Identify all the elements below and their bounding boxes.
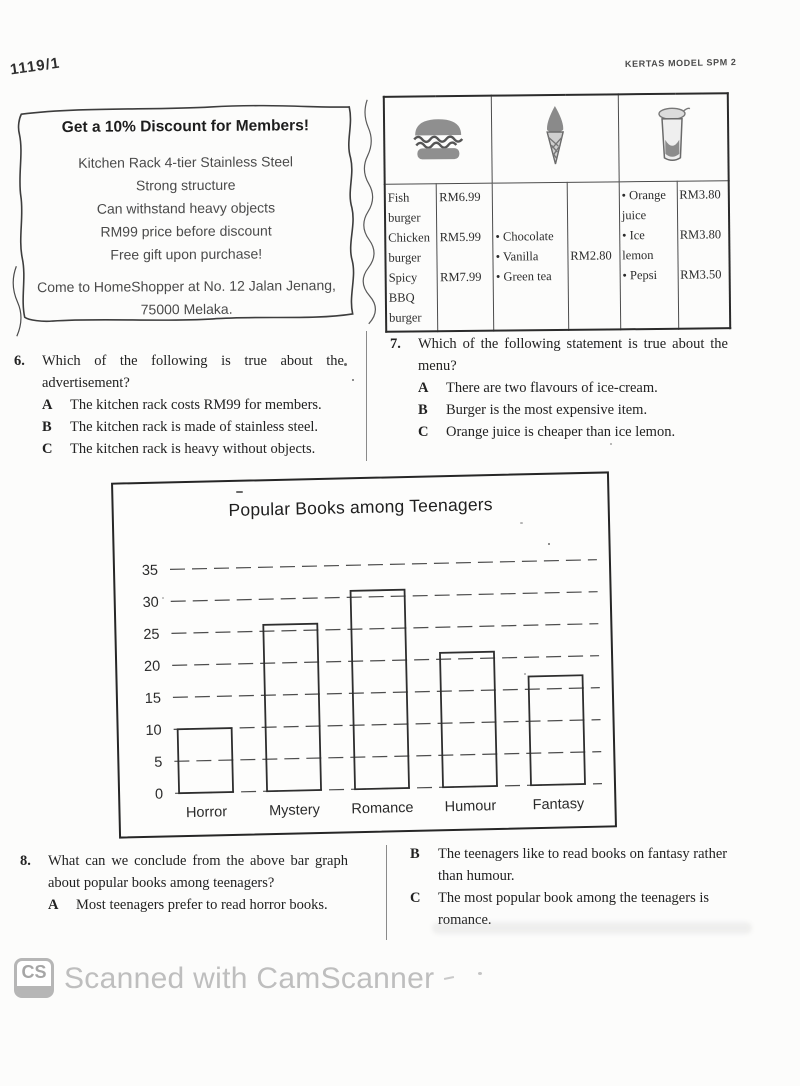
camscanner-logo-icon: CS [14,958,54,998]
question-number: 6. [14,353,25,369]
svg-text:Fantasy: Fantasy [532,796,585,813]
scan-speck [520,522,523,524]
svg-text:30: 30 [142,595,158,611]
bar-chart: Popular Books among Teenagers 0 5 10 15 20 25… [111,471,617,839]
question-text: Which of the following statement is true… [418,336,728,374]
question-7: 7. Which of the following statement is t… [390,333,780,443]
menu-item-price: RM2.80 [570,248,612,263]
menu-item-name: • Vanilla [495,249,539,264]
page-code: 1119/1 [9,54,62,79]
question-8-options-right: B The teenagers like to read books on fa… [382,843,782,931]
svg-text:10: 10 [145,723,161,739]
question-text: Which of the following is true about the… [42,353,344,391]
scan-speck [548,543,550,545]
menu-icecream-price: RM2.80 [567,181,621,330]
menu-item-name: Fish burger [387,190,421,225]
menu-item-name: • Orange juice [621,187,667,223]
menu-item-price: RM3.50 [680,267,722,282]
ad-line: Kitchen Rack 4-tier Stainless Steel [78,153,294,171]
burger-icon [413,119,464,160]
menu-item-price: RM3.80 [679,227,722,242]
question-number: 8. [20,853,31,869]
menu-icecream-flavours: • Chocolate • Vanilla • Green tea [492,182,569,331]
option-6a: A The kitchen rack costs RM99 for member… [42,397,322,413]
svg-text:Romance: Romance [351,800,413,817]
camscanner-logo-text: CS [21,962,47,982]
svg-text:Mystery: Mystery [269,802,321,819]
menu-item-price: RM5.99 [439,229,482,245]
svg-text:15: 15 [145,691,161,707]
menu-item-name: Chicken burger [388,230,430,265]
menu-drink-prices: RM3.80 RM3.80 RM3.50 [676,180,731,329]
scan-speck [236,491,243,493]
scan-speck [344,363,347,366]
ad-line: Strong structure [135,176,236,194]
scan-speck [478,972,482,975]
option-7a: A There are two flavours of ice-cream. [418,380,658,396]
advertisement-box: Get a 10% Discount for Members! Kitchen … [11,96,385,339]
svg-text:5: 5 [154,755,162,771]
scan-speck [524,673,526,675]
svg-text:0: 0 [155,787,163,803]
ad-title: Get a 10% Discount for Members! [61,117,310,136]
option-8a: A Most teenagers prefer to read horror b… [48,897,328,913]
menu-burger-prices: RM6.99 RM5.99 RM7.99 [436,183,494,332]
ad-line: RM99 price before discount [100,222,272,240]
menu-burger-cell [383,95,493,185]
menu-item-name: • Chocolate [495,229,554,244]
menu-item-name: • Pepsi [622,267,658,283]
menu-item-price: RM6.99 [439,189,481,205]
svg-text:Horror: Horror [186,804,228,821]
option-8b: B The teenagers like to read books on fa… [410,846,728,884]
ad-address-line: 75000 Melaka. [140,300,233,318]
option-7c: C Orange juice is cheaper than ice lemon… [418,424,676,440]
ice-cream-icon [546,106,565,165]
scan-speck [162,597,164,599]
ad-address-line: Come to HomeShopper at No. 12 Jalan Jena… [36,277,336,296]
svg-text:25: 25 [143,627,159,643]
column-divider [386,845,387,940]
question-6: 6. Which of the following is true about … [14,350,366,460]
menu-item-price: RM7.99 [440,269,482,285]
scan-speck [610,443,612,445]
question-number: 7. [390,336,401,352]
torn-paper-border [12,99,376,337]
menu-item-price: RM3.80 [679,187,721,202]
scan-speck [443,975,455,981]
option-6b: B The kitchen rack is made of stainless … [42,419,319,435]
menu-item-name: Spicy BBQ burger [388,270,422,325]
menu-table: Fish burger Chicken burger Spicy BBQ bur… [382,92,732,333]
chart-plot: 0 5 10 15 20 25 30 35 Horror Mystery Romance Humour… [142,559,602,821]
svg-text:Humour: Humour [445,798,497,815]
camscanner-watermark: Scanned with CamScanner [64,962,435,995]
ad-line: Can withstand heavy objects [96,199,276,217]
scan-speck [352,379,354,381]
option-6c: C The kitchen rack is heavy without obje… [42,441,316,457]
option-8c: C The most popular book among the teenag… [410,890,710,928]
menu-icecream-cell [491,94,619,184]
ad-line: Free gift upon purchase! [110,245,263,263]
menu-drink-cell [618,93,729,182]
svg-text:35: 35 [142,563,158,579]
question-8: 8. What can we conclude from the above b… [20,850,365,916]
menu-item-name: • Ice lemon [621,228,654,263]
menu-item-name: • Green tea [495,269,552,284]
svg-text:20: 20 [144,659,160,675]
paper-header-label: KERTAS MODEL SPM 2 [624,57,737,69]
menu-burger-names: Fish burger Chicken burger Spicy BBQ bur… [384,183,439,332]
drink-icon [658,107,691,162]
option-7b: B Burger is the most expensive item. [418,402,648,418]
column-divider [366,331,367,461]
question-text: What can we conclude from the above bar … [48,853,348,891]
menu-drink-names: • Orange juice • Ice lemon • Pepsi [618,181,679,330]
scan-smudge [432,922,752,934]
